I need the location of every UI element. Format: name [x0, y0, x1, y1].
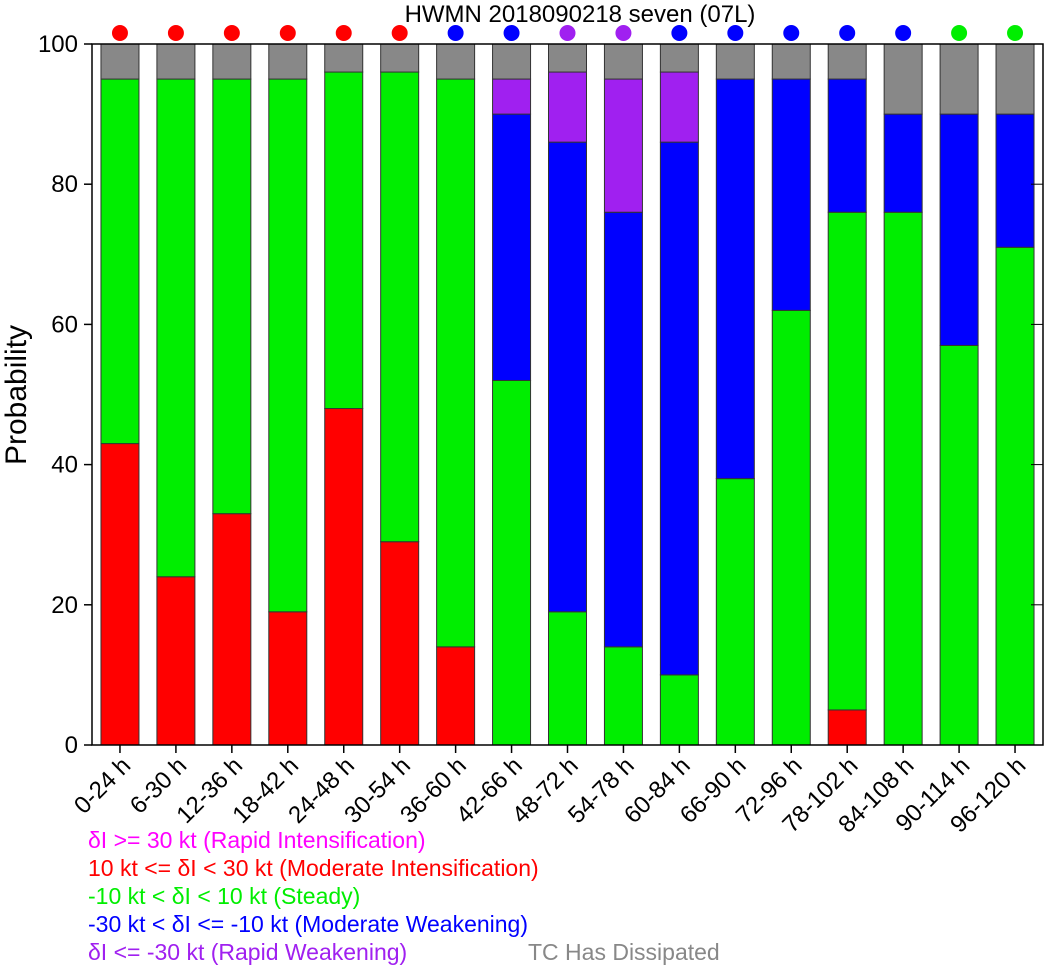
y-axis-label: Probability	[0, 325, 33, 465]
bar-segment-dissipated-0	[100, 43, 140, 80]
bar-segment-dissipated-6	[436, 43, 476, 80]
top-marker-4	[335, 25, 352, 41]
bar-segment-dissipated-14	[883, 43, 923, 115]
bar-segment-dissipated-15	[939, 43, 979, 115]
bar-segment-dissipated-7	[492, 43, 532, 80]
y-tick-label-5: 100	[38, 31, 78, 58]
bar-segment-steady-16	[995, 246, 1035, 746]
bar-segment-dissipated-1	[156, 43, 196, 80]
bar-segment-steady-12	[771, 309, 811, 746]
top-marker-12	[783, 25, 800, 41]
bar-segment-rapid_weakening-7	[492, 78, 532, 115]
bar-segment-steady-1	[156, 78, 196, 578]
top-marker-14	[895, 25, 912, 41]
x-tick-label-0: 0-24 h	[69, 752, 136, 819]
bar-segment-moderate_weakening-11	[715, 78, 755, 480]
bar-segment-steady-11	[715, 478, 755, 746]
bar-segment-dissipated-11	[715, 43, 755, 80]
top-marker-16	[1007, 25, 1024, 41]
bar-segment-dissipated-4	[324, 43, 364, 73]
bar-segment-dissipated-8	[548, 43, 587, 73]
bar-segment-moderate_weakening-8	[548, 141, 587, 613]
bar-segment-dissipated-10	[659, 43, 699, 73]
bar-segment-moderate_weakening-16	[995, 113, 1035, 248]
bar-segment-steady-5	[380, 71, 420, 543]
bar-segment-moderate_weakening-15	[939, 113, 979, 346]
bar-segment-moderate_intensification-5	[380, 541, 420, 746]
legend-entry-rapid-weakening: δI <= -30 kt (Rapid Weakening)	[88, 939, 408, 965]
top-marker-10	[671, 25, 688, 41]
bar-segment-moderate_intensification-13	[827, 709, 867, 746]
y-tick-label-4: 80	[51, 171, 78, 198]
legend: δI >= 30 kt (Rapid Intensification) 10 k…	[88, 826, 1048, 966]
bar-segment-moderate_intensification-6	[436, 646, 476, 746]
top-marker-2	[223, 25, 240, 41]
top-marker-5	[391, 25, 408, 41]
bar-segment-rapid_weakening-9	[603, 78, 643, 213]
bar-segment-moderate_intensification-4	[324, 408, 364, 746]
bar-segment-steady-14	[883, 211, 923, 746]
bar-segment-dissipated-13	[827, 43, 867, 80]
top-markers-group	[111, 25, 1024, 41]
top-marker-9	[615, 25, 632, 41]
top-marker-15	[951, 25, 968, 41]
bar-segment-rapid_weakening-10	[659, 71, 699, 143]
bars-group	[100, 43, 1035, 746]
legend-entry-rapid-intensification: δI >= 30 kt (Rapid Intensification)	[88, 827, 426, 853]
top-marker-3	[279, 25, 296, 41]
bar-segment-steady-0	[100, 78, 140, 445]
bar-segment-steady-15	[939, 344, 979, 746]
top-marker-8	[559, 25, 576, 41]
bar-segment-moderate_weakening-9	[603, 211, 643, 648]
y-tick-label-0: 0	[65, 732, 78, 759]
top-marker-6	[447, 25, 464, 41]
legend-entry-dissipated: TC Has Dissipated	[528, 939, 720, 965]
y-tick-label-1: 20	[51, 592, 78, 619]
bar-segment-steady-7	[492, 379, 532, 746]
bar-segment-dissipated-16	[995, 43, 1035, 115]
bar-segment-moderate_weakening-10	[659, 141, 699, 676]
bar-segment-dissipated-9	[603, 43, 643, 80]
legend-entry-moderate-weakening: -30 kt < δI <= -10 kt (Moderate Weakenin…	[88, 911, 529, 937]
bar-segment-moderate_intensification-1	[156, 576, 196, 746]
bar-segment-dissipated-3	[268, 43, 308, 80]
bar-segment-dissipated-12	[771, 43, 811, 80]
bar-segment-moderate_weakening-12	[771, 78, 811, 311]
bar-segment-steady-6	[436, 78, 476, 648]
bar-segment-steady-2	[212, 78, 252, 515]
bar-segment-steady-3	[268, 78, 308, 613]
bar-segment-dissipated-2	[212, 43, 252, 80]
bar-segment-moderate_weakening-14	[883, 113, 923, 213]
plot-frame	[91, 43, 1044, 746]
top-marker-1	[167, 25, 184, 41]
top-marker-11	[727, 25, 744, 41]
top-marker-13	[839, 25, 856, 41]
bar-segment-moderate_intensification-3	[268, 611, 308, 746]
top-marker-0	[111, 25, 128, 41]
bar-segment-moderate_intensification-2	[212, 513, 252, 746]
chart-title: HWMN 2018090218 seven (07L)	[405, 1, 756, 28]
bar-segment-steady-13	[827, 211, 867, 711]
legend-entry-steady: -10 kt < δI < 10 kt (Steady)	[88, 883, 361, 909]
bar-segment-moderate_weakening-13	[827, 78, 867, 213]
y-tick-label-3: 60	[51, 311, 78, 338]
y-tick-label-2: 40	[51, 452, 78, 479]
bar-segment-moderate_weakening-7	[492, 113, 532, 381]
bar-segment-steady-9	[603, 646, 643, 746]
top-marker-7	[503, 25, 520, 41]
bar-segment-moderate_intensification-0	[100, 443, 140, 746]
bar-segment-steady-4	[324, 71, 364, 410]
bar-segment-rapid_weakening-8	[548, 71, 587, 143]
bar-segment-steady-10	[659, 674, 699, 746]
legend-entry-moderate-intensification: 10 kt <= δI < 30 kt (Moderate Intensific…	[88, 855, 539, 881]
bar-segment-steady-8	[548, 611, 587, 746]
bar-segment-dissipated-5	[380, 43, 420, 73]
